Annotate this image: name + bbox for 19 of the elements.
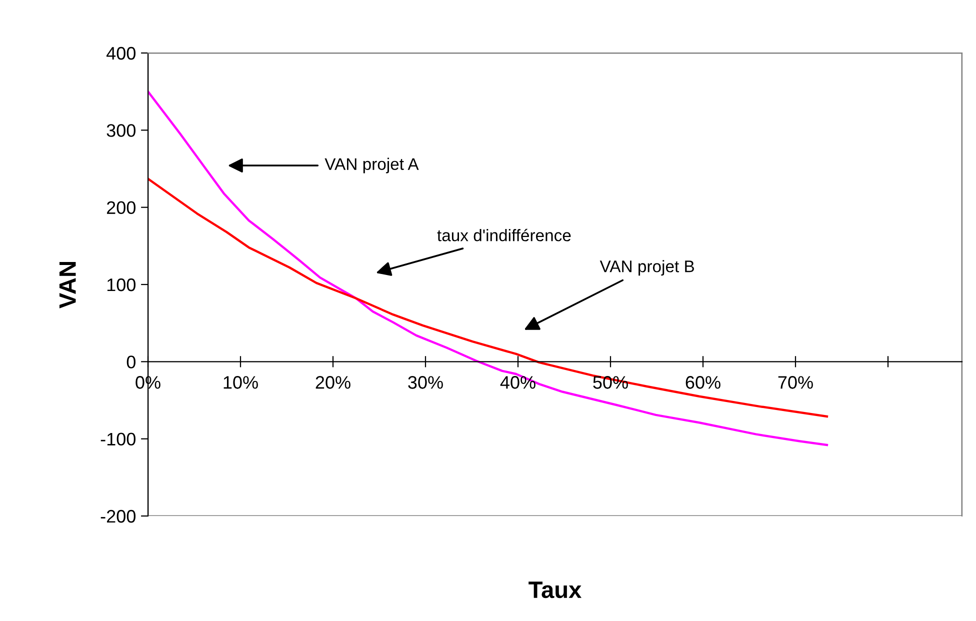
- x-tick-label: 50%: [593, 376, 628, 389]
- x-axis-title: Taux: [528, 582, 582, 598]
- annotation: VAN projet B: [600, 260, 694, 276]
- x-tick-label: 40%: [500, 376, 536, 389]
- y-tick-label: -200: [100, 510, 136, 523]
- annotation: VAN projet A: [324, 158, 419, 174]
- y-tick-label: -100: [100, 432, 136, 446]
- x-tick-label: 20%: [316, 376, 350, 389]
- y-tick-label: 100: [107, 278, 136, 292]
- x-tick-label: 70%: [778, 376, 813, 389]
- y-axis-title: VAN: [59, 262, 76, 308]
- x-tick-label: 10%: [224, 376, 258, 389]
- x-tick-label: 60%: [686, 376, 720, 389]
- annotation: taux d'indifférence: [437, 228, 571, 242]
- y-tick-label: 300: [106, 124, 136, 137]
- y-tick-label: 200: [106, 201, 136, 214]
- y-tick-label: 400: [106, 46, 136, 60]
- x-tick-label: 30%: [408, 376, 443, 389]
- y-tick-label: 0: [126, 356, 136, 368]
